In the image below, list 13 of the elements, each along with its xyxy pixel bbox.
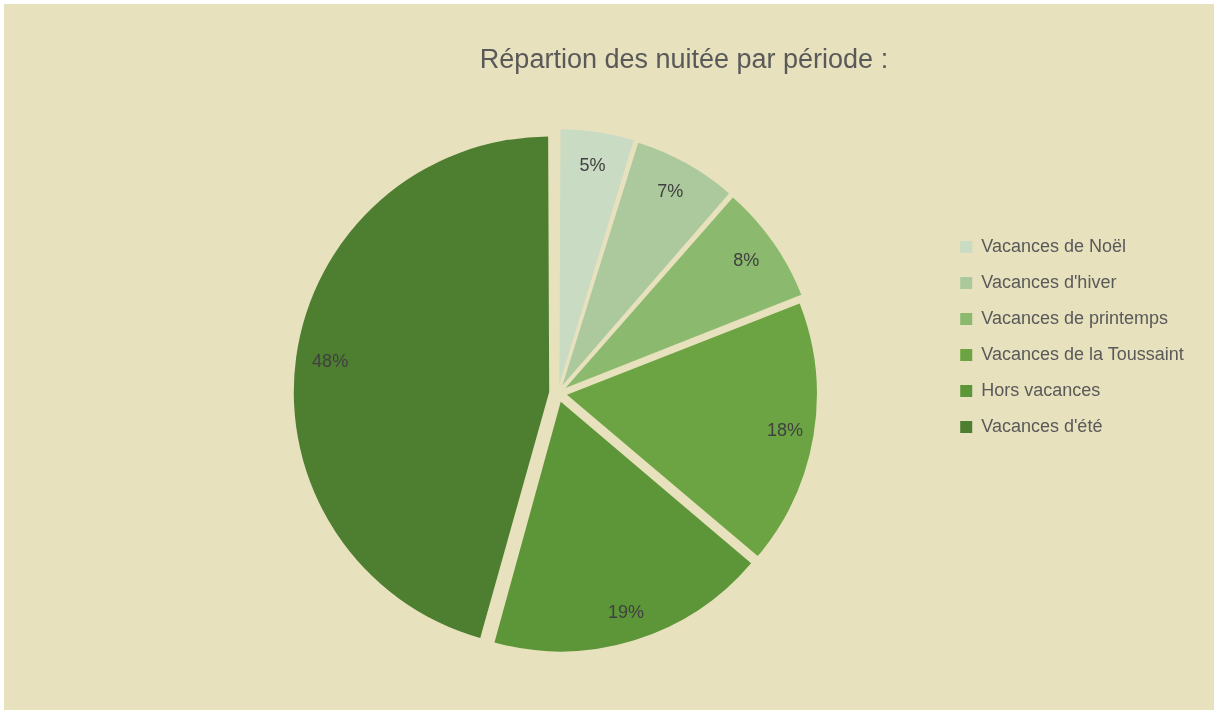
data-label: 19% <box>607 602 644 623</box>
data-label: 18% <box>767 419 804 440</box>
data-label: 5% <box>579 154 606 175</box>
legend-label: Vacances de printemps <box>981 307 1168 328</box>
data-label: 8% <box>733 249 760 270</box>
data-label: 48% <box>312 351 349 372</box>
legend-label: Vacances de Noël <box>981 235 1126 256</box>
data-label: 7% <box>657 181 684 202</box>
legend-label: Vacances d'hiver <box>981 271 1117 292</box>
legend-label: Hors vacances <box>981 379 1101 400</box>
legend-label: Vacances de la Toussaint <box>981 343 1184 364</box>
chart-title: Répartion des nuitée par période : <box>479 43 889 74</box>
legend-label: Vacances d'été <box>981 415 1103 436</box>
